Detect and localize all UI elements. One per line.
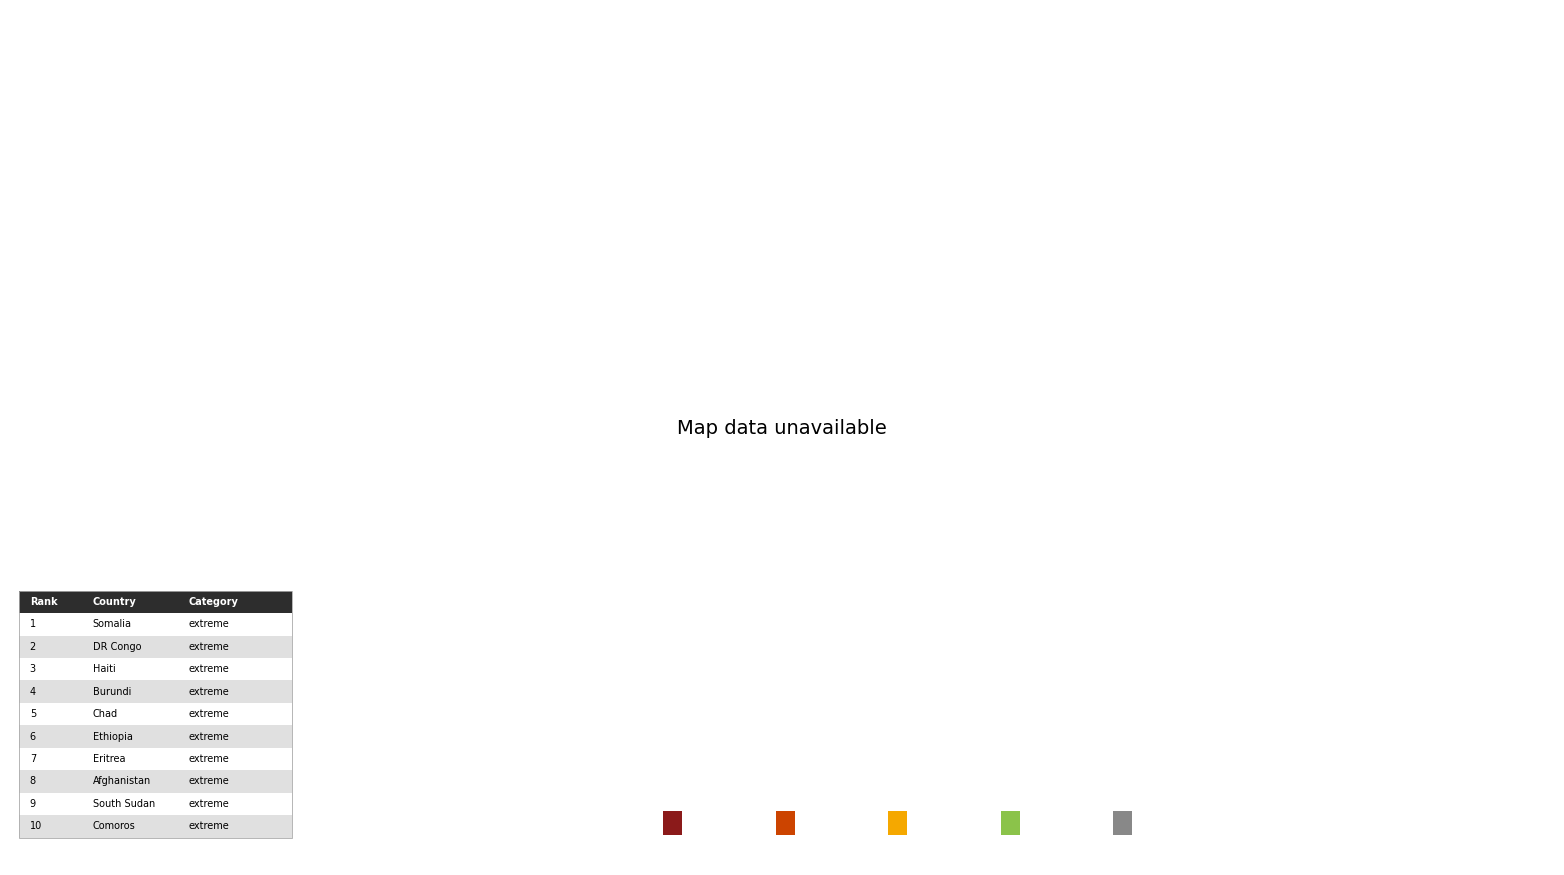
Text: 5: 5 [30, 709, 36, 719]
Text: 9: 9 [30, 799, 36, 808]
Text: Comoros: Comoros [92, 822, 136, 831]
Text: 8: 8 [30, 776, 36, 787]
Text: Eritrea: Eritrea [92, 754, 125, 764]
Text: No data: No data [1139, 783, 1176, 792]
Text: Chad: Chad [92, 709, 117, 719]
Text: extreme: extreme [189, 664, 230, 674]
Text: extreme: extreme [189, 754, 230, 764]
Bar [19, 703, 292, 725]
Bar [19, 591, 292, 613]
Text: Category: Category [189, 597, 238, 607]
Text: Country: Country [92, 597, 136, 607]
Bar [888, 811, 907, 835]
Bar [19, 658, 292, 681]
Text: 4: 4 [30, 687, 36, 696]
Bar [19, 635, 292, 658]
Text: Extreme Risk: Extreme Risk [690, 783, 752, 792]
Text: 6: 6 [30, 732, 36, 741]
Bar [663, 811, 682, 835]
Bar [1001, 811, 1020, 835]
Text: extreme: extreme [189, 799, 230, 808]
Bar [1114, 811, 1132, 835]
Text: Ethiopia: Ethiopia [92, 732, 133, 741]
Bar [19, 748, 292, 770]
Bar [19, 770, 292, 793]
Text: >7.5 - 10: >7.5 - 10 [1026, 812, 1067, 822]
Text: Burundi: Burundi [92, 687, 131, 696]
Bar [19, 725, 292, 748]
Text: >5 - 7.5: >5 - 7.5 [913, 812, 949, 822]
Text: Low Risk: Low Risk [1026, 783, 1068, 792]
Text: 3: 3 [30, 664, 36, 674]
Text: Legend: Legend [663, 764, 712, 776]
Text: South Sudan: South Sudan [92, 799, 155, 808]
Text: Afghanistan: Afghanistan [92, 776, 150, 787]
Bar [19, 816, 292, 837]
Text: extreme: extreme [189, 822, 230, 831]
Text: 10: 10 [30, 822, 42, 831]
Text: High Risk: High Risk [801, 783, 846, 792]
Text: DR Congo: DR Congo [92, 641, 141, 652]
Text: extreme: extreme [189, 620, 230, 629]
Text: >2.5 - 5: >2.5 - 5 [801, 812, 837, 822]
Text: extreme: extreme [189, 709, 230, 719]
Text: extreme: extreme [189, 641, 230, 652]
Bar [19, 613, 292, 635]
Text: extreme: extreme [189, 687, 230, 696]
Text: Somalia: Somalia [92, 620, 131, 629]
Text: 1: 1 [30, 620, 36, 629]
Bar [776, 811, 795, 835]
Bar [19, 681, 292, 703]
Text: 0 - 2.5: 0 - 2.5 [690, 812, 716, 822]
Text: Haiti: Haiti [92, 664, 116, 674]
Text: extreme: extreme [189, 732, 230, 741]
Text: 2: 2 [30, 641, 36, 652]
Bar [19, 793, 292, 816]
Text: extreme: extreme [189, 776, 230, 787]
Text: Rank: Rank [30, 597, 58, 607]
Text: Map data unavailable: Map data unavailable [677, 419, 887, 438]
Text: 7: 7 [30, 754, 36, 764]
Text: Medium Risk: Medium Risk [913, 783, 974, 792]
